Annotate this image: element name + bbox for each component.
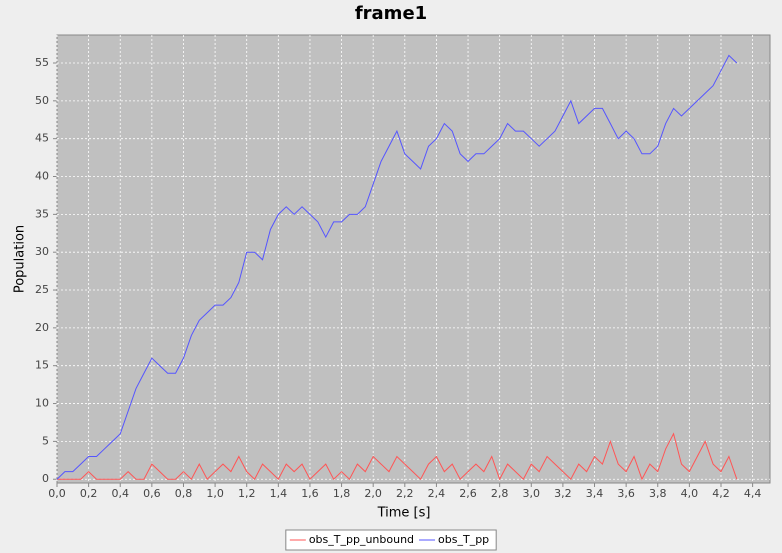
- x-tick-label: 2,2: [396, 487, 414, 500]
- y-tick-label: 55: [35, 56, 49, 69]
- x-tick-label: 4,0: [681, 487, 699, 500]
- legend: obs_T_pp_unbound obs_T_pp: [285, 529, 497, 551]
- x-tick-label: 1,4: [270, 487, 288, 500]
- x-tick-label: 2,0: [364, 487, 382, 500]
- x-tick-label: 2,6: [459, 487, 477, 500]
- x-tick-label: 3,0: [523, 487, 541, 500]
- x-tick-label: 1,2: [238, 487, 256, 500]
- y-tick-label: 25: [35, 283, 49, 296]
- x-tick-label: 4,4: [744, 487, 762, 500]
- y-tick-label: 40: [35, 170, 49, 183]
- x-tick-label: 3,2: [554, 487, 572, 500]
- lines: [56, 54, 738, 481]
- x-tick-label: 3,6: [617, 487, 635, 500]
- y-tick-label: 0: [42, 472, 49, 485]
- x-tick-label: 1,6: [301, 487, 319, 500]
- legend-label: obs_T_pp: [438, 533, 489, 546]
- y-tick-label: 50: [35, 94, 49, 107]
- chart-title: frame1: [355, 3, 427, 24]
- series-line: [57, 432, 738, 481]
- y-tick-label: 45: [35, 132, 49, 145]
- x-tick-label: 2,4: [428, 487, 446, 500]
- x-tick-label: 0,4: [111, 487, 129, 500]
- x-tick-label: 1,0: [206, 487, 224, 500]
- grid: [53, 35, 770, 487]
- y-tick-label: 15: [35, 359, 49, 372]
- x-tick-label: 0,2: [80, 487, 98, 500]
- series-line: [56, 54, 738, 480]
- x-tick-label: 3,4: [586, 487, 604, 500]
- x-tick-label: 2,8: [491, 487, 509, 500]
- x-tick-label: 4,2: [712, 487, 730, 500]
- x-tick-label: 0,0: [48, 487, 66, 500]
- x-tick-label: 0,6: [143, 487, 161, 500]
- plot-area: [56, 34, 771, 484]
- y-axis-label: Population: [13, 225, 28, 293]
- x-tick-label: 3,8: [649, 487, 667, 500]
- y-tick-label: 20: [35, 321, 49, 334]
- y-tick-label: 5: [42, 434, 49, 447]
- x-axis-label: Time [s]: [377, 506, 431, 521]
- y-tick-label: 30: [35, 245, 49, 258]
- x-tick-label: 1,8: [333, 487, 351, 500]
- x-tick-label: 0,8: [175, 487, 193, 500]
- y-tick-label: 10: [35, 397, 49, 410]
- y-tick-label: 35: [35, 207, 49, 220]
- legend-box: [285, 529, 497, 551]
- legend-label: obs_T_pp_unbound: [309, 533, 414, 546]
